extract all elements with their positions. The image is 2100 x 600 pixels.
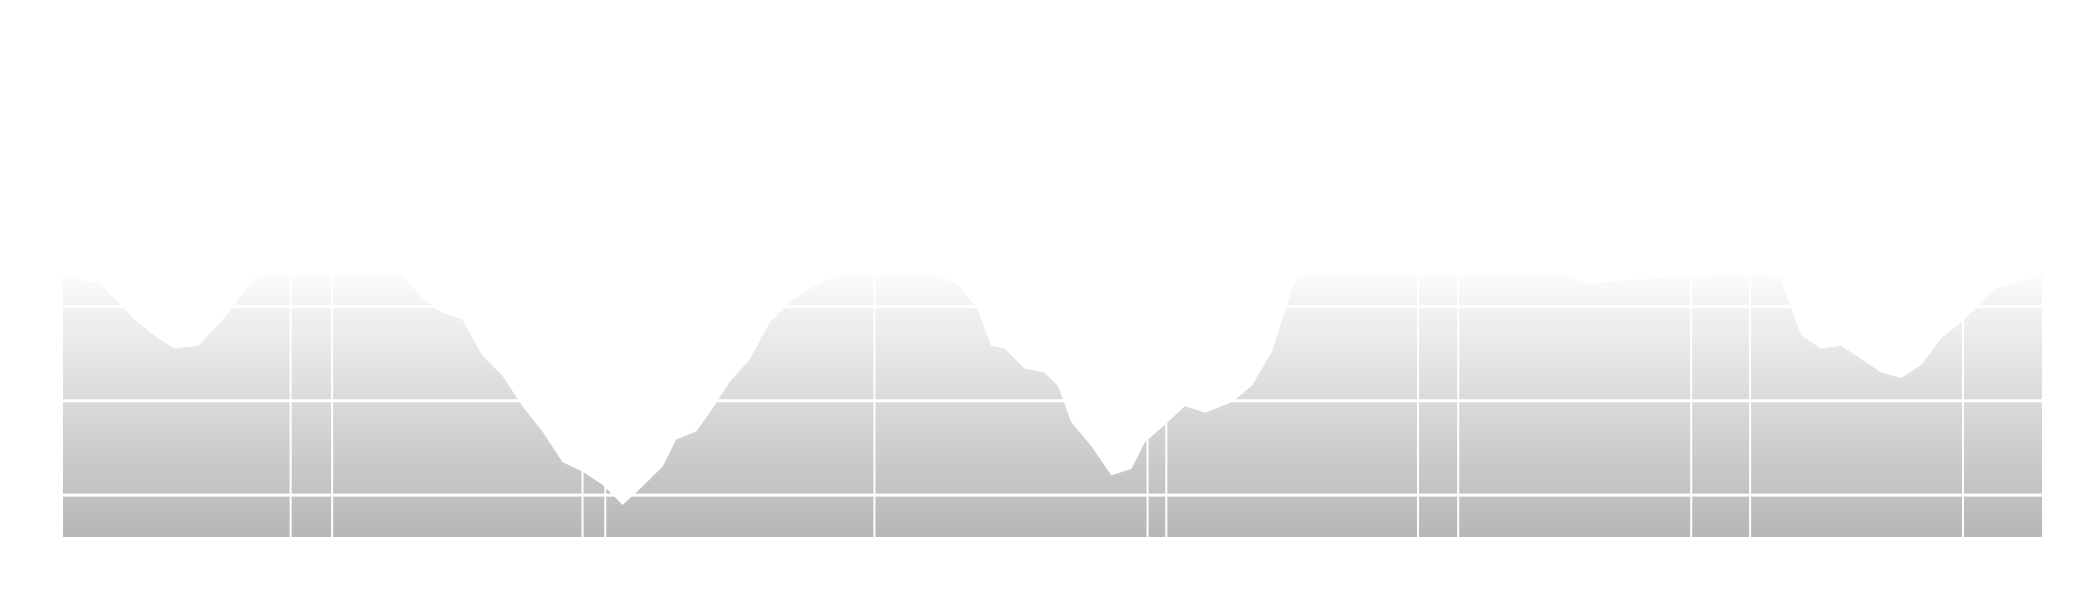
plot: [63, 275, 2042, 537]
elevation-area: [63, 275, 2042, 537]
